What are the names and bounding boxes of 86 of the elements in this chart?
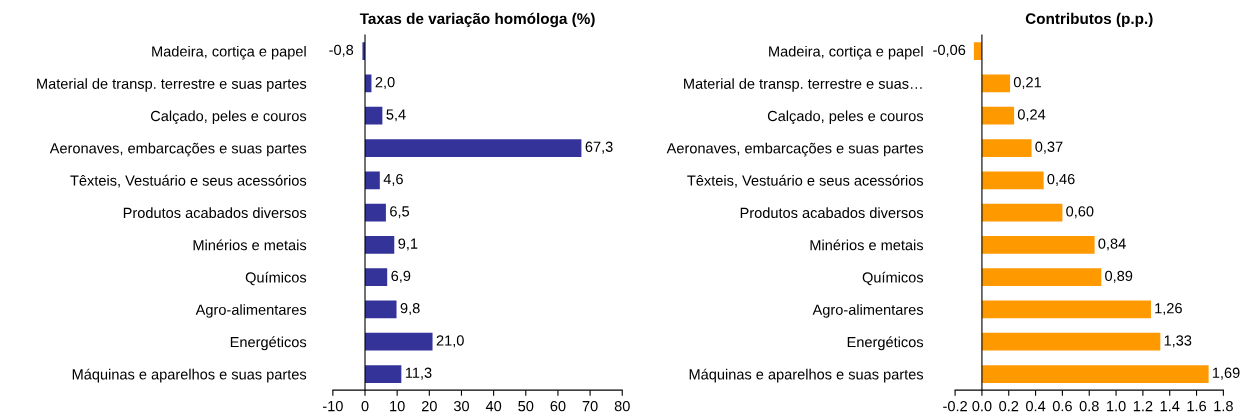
x-tick-label: 0 [361,400,369,412]
data-label: 67,3 [585,141,613,154]
bar [365,171,380,190]
bar [365,268,388,287]
data-label: -0,06 [933,44,966,57]
bar [365,106,383,125]
bar [981,365,1209,383]
x-tick-label: 1.0 [1107,400,1126,412]
y-tick-label: Produtos acabados diversos [123,207,307,219]
data-label: 0,24 [1017,109,1046,122]
y-tick-label: Aeronaves, embarcações e suas partes [666,142,924,157]
data-label: 0,84 [1098,238,1126,251]
data-label: 6,9 [391,270,411,283]
data-label: 5,4 [386,109,406,122]
x-tick-label: 0.8 [1079,400,1099,412]
data-label: 0,89 [1105,270,1133,283]
data-label: 1,26 [1155,303,1182,316]
bar [365,236,395,254]
x-tick-label: 0.4 [1026,400,1046,412]
y-tick-label: Material de transp. terrestre e suas… [684,78,922,92]
y-tick-label: Químicos [862,271,924,286]
bar [365,332,433,351]
y-tick-label: Agro-alimentares [195,304,307,318]
data-label: 0,21 [1013,77,1041,90]
y-tick-label: Minérios e metais [810,239,924,251]
bar [365,139,582,157]
x-tick-label: 80 [614,400,630,412]
bar [981,74,1011,93]
data-label: 9,8 [400,303,420,316]
x-tick-label: 0.2 [999,400,1019,412]
bar [981,236,1095,254]
data-label: 0,37 [1035,141,1063,154]
bar [981,139,1032,157]
y-tick-label: Minérios e metais [193,239,307,251]
x-tick-label: 1.4 [1160,401,1180,412]
data-label: 11,3 [405,367,432,380]
bar [981,203,1063,222]
y-tick-label: Madeira, cortiça e papel [769,45,923,60]
x-tick-label: 50 [518,400,534,412]
x-tick-label: -10 [322,400,343,412]
x-tick-label: 40 [485,400,502,412]
data-label: 4,6 [383,173,403,186]
data-label: 6,5 [390,206,410,219]
x-tick-label: 30 [453,400,470,412]
bar [365,203,386,222]
bar [981,300,1151,319]
bar [365,300,397,319]
data-label: 9,1 [398,238,418,251]
bar [365,365,402,383]
y-tick-label: Energéticos [847,336,924,351]
data-label: 2,0 [375,77,395,90]
y-tick-label: Químicos [245,271,307,286]
y-tick-label: Máquinas e aparelhos e suas partes [689,368,924,383]
data-label: 21,0 [436,335,464,348]
y-tick-label: Material de transp. terrestre e suas partes [37,78,307,92]
bar [981,268,1102,287]
y-tick-label: Têxteis, Vestuário e seus acessórios [70,174,307,188]
data-label: 0,46 [1047,173,1075,186]
chart-title: Contributos (p.p.) [1025,12,1153,28]
data-label: 0,60 [1066,206,1094,219]
x-tick-label: 60 [550,400,566,412]
y-tick-label: Madeira, cortiça e papel [152,45,306,60]
y-tick-label: Têxteis, Vestuário e seus acessórios [687,174,924,188]
bar [981,106,1015,125]
data-label: 1,69 [1212,367,1240,380]
x-tick-label: -0.2 [943,400,967,412]
x-tick-label: 1.2 [1133,400,1153,412]
x-tick-label: 0.0 [972,400,992,412]
x-tick-label: 70 [582,400,598,412]
data-label: -0,8 [329,44,354,57]
x-tick-label: 0.6 [1052,400,1072,412]
y-tick-label: Energéticos [230,336,307,351]
data-label: 1,33 [1164,335,1192,348]
x-tick-label: 20 [421,400,437,412]
chart-title: Taxas de variação homóloga (%) [359,12,595,28]
bar [981,171,1044,190]
y-tick-label: Produtos acabados diversos [740,207,924,219]
y-tick-label: Agro-alimentares [812,304,924,318]
x-tick-label: 1.6 [1187,400,1207,412]
x-tick-label: 10 [390,400,405,412]
x-tick-label: 1.8 [1214,400,1233,412]
y-tick-label: Calçado, peles e couros [767,110,924,125]
bar [981,332,1161,351]
y-tick-label: Calçado, peles e couros [150,110,307,125]
y-tick-label: Aeronaves, embarcações e suas partes [49,142,307,157]
y-tick-label: Máquinas e aparelhos e suas partes [72,368,307,383]
